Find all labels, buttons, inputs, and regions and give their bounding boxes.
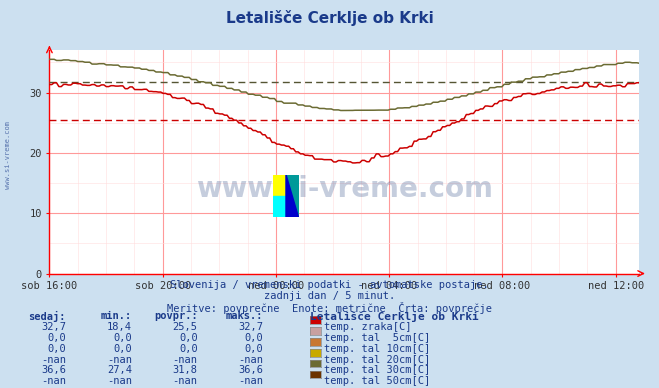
Text: maks.:: maks.: [226, 311, 264, 321]
Text: povpr.:: povpr.: [154, 311, 198, 321]
Text: 36,6: 36,6 [41, 365, 66, 376]
Text: temp. zraka[C]: temp. zraka[C] [324, 322, 412, 332]
Text: temp. tal  5cm[C]: temp. tal 5cm[C] [324, 333, 430, 343]
Text: Slovenija / vremenski podatki - avtomatske postaje.: Slovenija / vremenski podatki - avtomats… [170, 280, 489, 290]
Text: 0,0: 0,0 [113, 333, 132, 343]
Text: -nan: -nan [41, 376, 66, 386]
Text: 32,7: 32,7 [239, 322, 264, 332]
Text: -nan: -nan [173, 355, 198, 365]
Text: zadnji dan / 5 minut.: zadnji dan / 5 minut. [264, 291, 395, 301]
Text: 0,0: 0,0 [179, 344, 198, 354]
Bar [273, 175, 286, 196]
Text: 0,0: 0,0 [113, 344, 132, 354]
Text: temp. tal 10cm[C]: temp. tal 10cm[C] [324, 344, 430, 354]
Polygon shape [286, 175, 299, 217]
Polygon shape [286, 175, 299, 217]
Text: 25,5: 25,5 [173, 322, 198, 332]
Text: min.:: min.: [101, 311, 132, 321]
Text: -nan: -nan [173, 376, 198, 386]
Text: 0,0: 0,0 [245, 333, 264, 343]
Text: 36,6: 36,6 [239, 365, 264, 376]
Text: temp. tal 50cm[C]: temp. tal 50cm[C] [324, 376, 430, 386]
Text: 32,7: 32,7 [41, 322, 66, 332]
Text: sedaj:: sedaj: [28, 311, 66, 322]
Text: Letališče Cerklje ob Krki: Letališče Cerklje ob Krki [225, 10, 434, 26]
Text: -nan: -nan [107, 376, 132, 386]
Text: 0,0: 0,0 [179, 333, 198, 343]
Text: -nan: -nan [239, 376, 264, 386]
Text: -nan: -nan [41, 355, 66, 365]
Text: 0,0: 0,0 [47, 333, 66, 343]
Text: -nan: -nan [107, 355, 132, 365]
Text: -nan: -nan [239, 355, 264, 365]
Text: 0,0: 0,0 [245, 344, 264, 354]
Bar [273, 196, 286, 217]
Text: temp. tal 20cm[C]: temp. tal 20cm[C] [324, 355, 430, 365]
Text: 27,4: 27,4 [107, 365, 132, 376]
Text: Meritve: povprečne  Enote: metrične  Črta: povprečje: Meritve: povprečne Enote: metrične Črta:… [167, 302, 492, 314]
Text: temp. tal 30cm[C]: temp. tal 30cm[C] [324, 365, 430, 376]
Text: 0,0: 0,0 [47, 344, 66, 354]
Text: 18,4: 18,4 [107, 322, 132, 332]
Text: www.si-vreme.com: www.si-vreme.com [5, 121, 11, 189]
Text: 31,8: 31,8 [173, 365, 198, 376]
Text: www.si-vreme.com: www.si-vreme.com [196, 175, 493, 203]
Text: Letališče Cerklje ob Krki: Letališče Cerklje ob Krki [310, 311, 478, 322]
